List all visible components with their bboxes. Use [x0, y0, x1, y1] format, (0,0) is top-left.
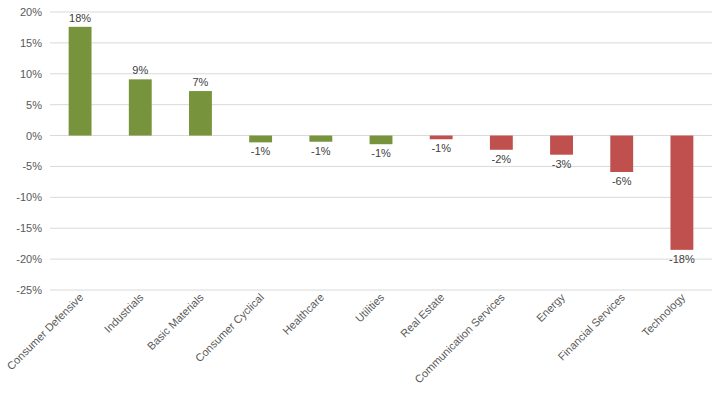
y-tick-label: -25% [16, 284, 42, 296]
data-label: -1% [371, 147, 391, 159]
chart-svg: -25%-20%-15%-10%-5%0%5%10%15%20%18%9%7%-… [0, 0, 720, 400]
y-tick-label: -15% [16, 222, 42, 234]
grid-line [50, 290, 712, 291]
x-tick-label: Real Estate [398, 291, 447, 340]
bar [249, 136, 272, 143]
bar [550, 136, 573, 155]
x-tick-label: Consumer Cyclical [193, 291, 266, 364]
bar [69, 27, 92, 136]
y-tick-label: -5% [22, 160, 42, 172]
data-label: -3% [552, 158, 572, 170]
data-label: 9% [132, 64, 148, 76]
data-label: -1% [251, 145, 271, 157]
x-tick-label: Communication Services [412, 291, 507, 386]
bar [670, 136, 693, 250]
data-label: -2% [492, 153, 512, 165]
y-tick-label: 10% [20, 68, 42, 80]
grid-line [50, 73, 712, 74]
x-tick-label: Financial Services [556, 291, 628, 363]
y-tick-label: 0% [26, 130, 42, 142]
x-tick-label: Consumer Defensive [4, 291, 85, 372]
chart-container: -25%-20%-15%-10%-5%0%5%10%15%20%18%9%7%-… [0, 0, 720, 400]
y-tick-label: -20% [16, 253, 42, 265]
bar [430, 136, 453, 140]
y-tick-label: 20% [20, 6, 42, 18]
x-tick-label: Technology [639, 291, 687, 339]
data-label: -1% [431, 142, 451, 154]
data-label: -6% [612, 175, 632, 187]
bar [189, 91, 212, 135]
grid-line [50, 259, 712, 260]
bar [370, 136, 393, 145]
y-axis: -25% -20% -15% -10% -5% 0% 5% 10% 15% 20% [16, 6, 712, 296]
y-tick-label: 15% [20, 37, 42, 49]
bar [129, 79, 152, 135]
data-label: 7% [193, 76, 209, 88]
grid-line [50, 197, 712, 198]
x-tick-label: Healthcare [280, 291, 326, 337]
x-tick-label: Utilities [353, 291, 387, 325]
grid-line [50, 228, 712, 229]
data-label: -18% [669, 253, 695, 265]
bar [610, 136, 633, 172]
x-axis: Consumer Defensive IndustrialsBasic Mater… [4, 291, 687, 386]
bar [490, 136, 513, 150]
data-label: -1% [311, 145, 331, 157]
grid-line [50, 12, 712, 13]
bars [69, 27, 694, 250]
x-tick-label: Basic Materials [145, 291, 207, 353]
x-tick-label: Energy [534, 291, 567, 324]
grid-line [50, 42, 712, 43]
y-tick-label: 5% [26, 99, 42, 111]
data-label: 18% [69, 12, 91, 24]
x-tick-label: Industrials [102, 291, 146, 335]
data-labels: 18% 9% 7% -1% -1% -1% -1% -2% -3% -6% -18% [69, 12, 695, 265]
bar [309, 136, 332, 142]
y-tick-label: -10% [16, 191, 42, 203]
